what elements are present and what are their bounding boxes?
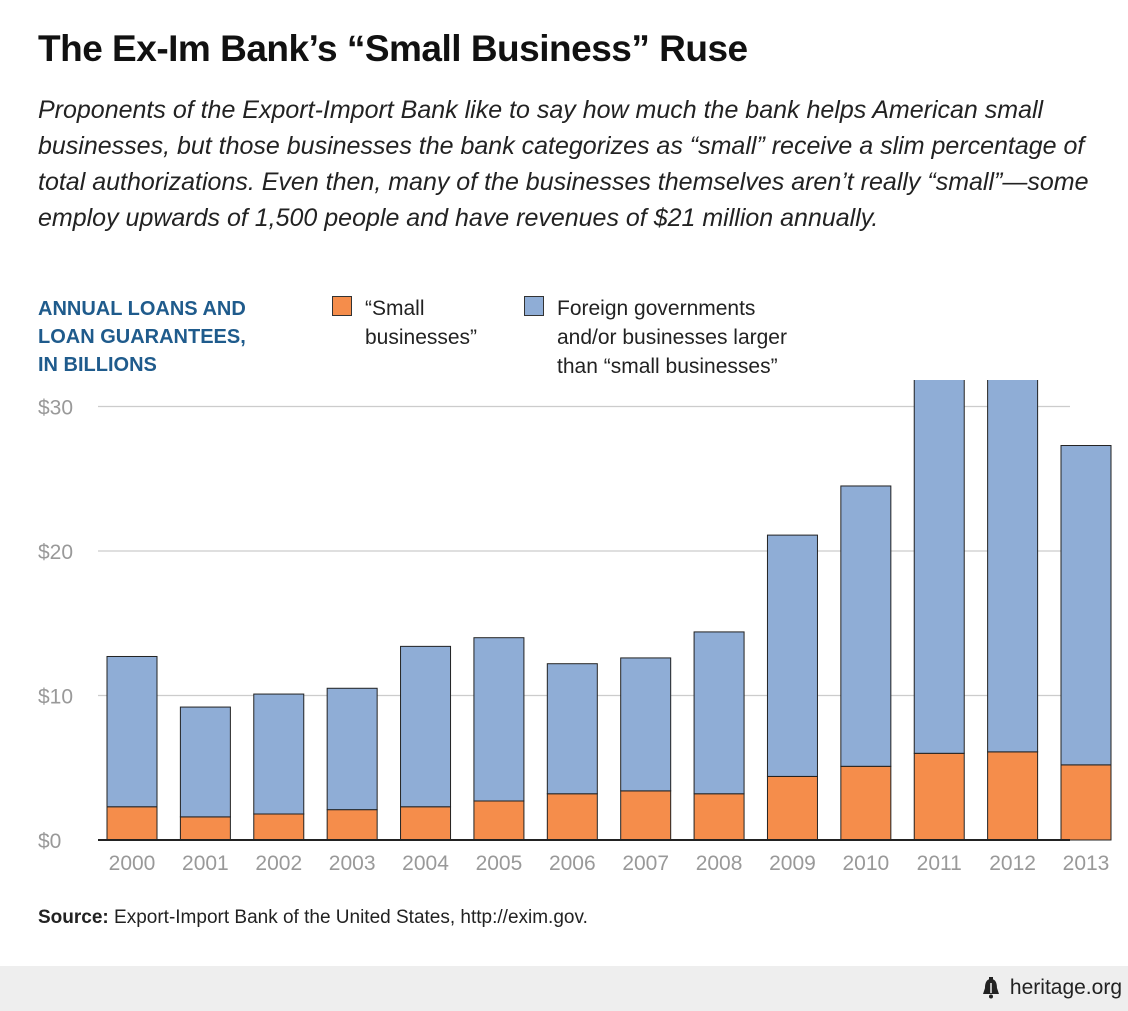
legend-swatch-small [332, 296, 352, 316]
bar-segment-larger-businesses [766, 534, 818, 777]
bar-segment-larger-businesses [326, 687, 378, 811]
y-tick-label: $20 [38, 541, 73, 564]
source-note: Source: Export-Import Bank of the United… [38, 907, 588, 929]
bar-segment-larger-businesses [987, 380, 1039, 753]
bar-segment-larger-businesses [840, 485, 892, 767]
bar-chart: $0 $10 $20 $30 2000 2001 2002 2003 2004 2005 2006 2… [38, 380, 1112, 875]
x-tick-label: 2006 [549, 852, 596, 875]
bar-segment-larger-businesses [546, 663, 598, 795]
bar-segment-small-businesses [987, 751, 1039, 841]
x-tick-label: 2009 [769, 852, 816, 875]
bar-segment-small-businesses [840, 765, 892, 841]
bar-segment-small-businesses [1060, 764, 1112, 841]
bar-segment-larger-businesses [620, 657, 672, 792]
bar-segment-larger-businesses [1060, 445, 1112, 766]
y-axis-label: ANNUAL LOANS AND LOAN GUARANTEES, IN BIL… [38, 298, 246, 376]
x-tick-label: 2013 [1063, 852, 1110, 875]
bar-segment-larger-businesses [179, 706, 231, 818]
x-tick-label: 2008 [696, 852, 743, 875]
source-label: Source: [38, 907, 109, 928]
bar-segment-larger-businesses [400, 645, 452, 808]
bar-segment-small-businesses [179, 816, 231, 841]
x-tick-label: 2012 [989, 852, 1036, 875]
bar-segment-larger-businesses [913, 380, 965, 754]
legend-label-large: Foreign governments and/or businesses la… [557, 297, 787, 378]
bar-segment-larger-businesses [473, 637, 525, 802]
legend-item-larger-businesses: Foreign governments and/or businesses la… [524, 294, 787, 381]
legend-swatch-large [524, 296, 544, 316]
x-tick-label: 2002 [255, 852, 302, 875]
bar-segment-small-businesses [620, 790, 672, 841]
x-tick-label: 2007 [622, 852, 669, 875]
legend-item-small-businesses: “Small businesses” [332, 294, 477, 352]
brand-name: heritage.org [1009, 976, 1122, 999]
x-tick-label: 2003 [329, 852, 376, 875]
bar-segment-small-businesses [473, 800, 525, 841]
y-tick-label: $30 [38, 397, 73, 420]
liberty-bell-icon [982, 977, 999, 999]
x-tick-label: 2010 [842, 852, 889, 875]
bar-segment-larger-businesses [693, 631, 745, 795]
bar-segment-small-businesses [546, 793, 598, 841]
brand-link[interactable]: heritage.org [980, 976, 1122, 1000]
x-tick-label: 2005 [476, 852, 523, 875]
chart-title: The Ex-Im Bank’s “Small Business” Ruse [38, 28, 748, 69]
x-tick-label: 2001 [182, 852, 229, 875]
bar-segment-larger-businesses [253, 693, 305, 815]
source-text: Export-Import Bank of the United States,… [108, 907, 588, 928]
y-tick-label: $0 [38, 830, 61, 853]
bar-segment-small-businesses [106, 806, 158, 841]
bar-segment-larger-businesses [106, 655, 158, 808]
bar-segment-small-businesses [400, 806, 452, 841]
legend-label-small: “Small businesses” [365, 297, 478, 349]
bar-segment-small-businesses [766, 775, 818, 841]
y-tick-label: $10 [38, 686, 73, 709]
chart-subtitle: Proponents of the Export-Import Bank lik… [38, 96, 1089, 232]
bar-segment-small-businesses [913, 752, 965, 841]
bar-segment-small-businesses [326, 809, 378, 841]
x-tick-label: 2011 [917, 852, 962, 875]
footer-bar: heritage.org [0, 966, 1128, 1011]
x-tick-label: 2000 [109, 852, 156, 875]
bar-segment-small-businesses [693, 793, 745, 841]
x-tick-label: 2004 [402, 852, 449, 875]
bar-segment-small-businesses [253, 813, 305, 841]
